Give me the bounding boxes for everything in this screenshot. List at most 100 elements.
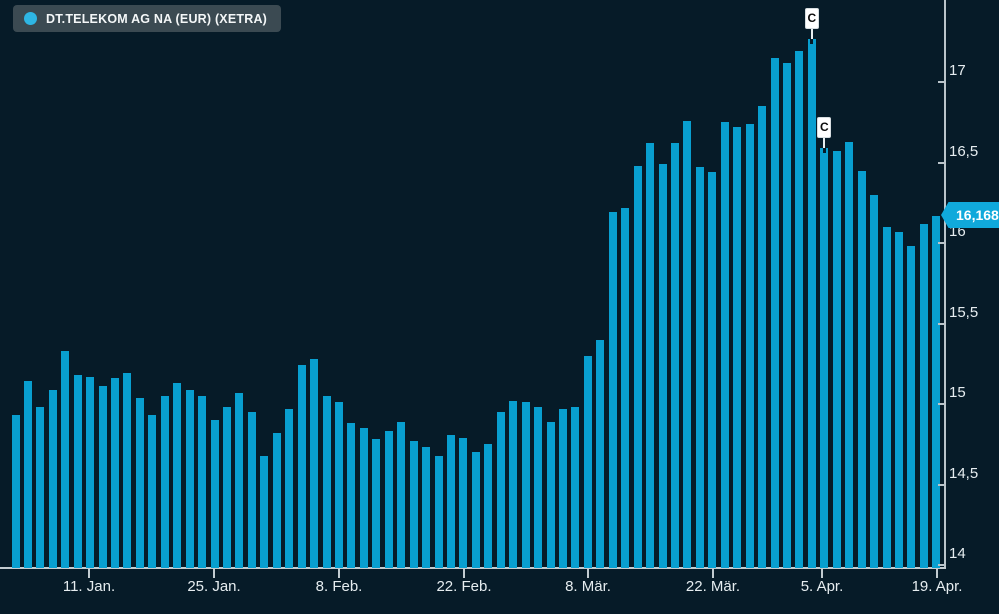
event-marker-anchor [810, 38, 814, 44]
price-bar[interactable] [658, 164, 667, 568]
price-bar[interactable] [285, 408, 294, 568]
x-tick [821, 569, 823, 578]
price-bar[interactable] [558, 408, 567, 568]
price-bar[interactable] [484, 444, 493, 568]
price-bar[interactable] [646, 143, 655, 568]
x-tick-label: 22. Feb. [436, 578, 492, 595]
price-bar[interactable] [335, 402, 344, 568]
price-bar[interactable] [807, 38, 816, 568]
price-bar[interactable] [782, 62, 791, 568]
price-bar[interactable] [111, 378, 120, 568]
price-bar[interactable] [135, 397, 144, 568]
x-tick-label: 8. Mär. [565, 578, 611, 595]
y-tick-label: 15,5 [949, 303, 979, 321]
x-tick-label: 11. Jan. [62, 578, 116, 595]
price-bar[interactable] [882, 226, 891, 568]
price-bar[interactable] [670, 143, 679, 568]
x-tick [936, 569, 938, 578]
price-bar[interactable] [733, 127, 742, 568]
x-tick-label: 8. Feb. [315, 578, 363, 595]
price-bar[interactable] [471, 452, 480, 568]
price-bar[interactable] [148, 415, 157, 568]
price-bar[interactable] [260, 455, 269, 568]
price-bar[interactable] [521, 402, 530, 568]
price-bar[interactable] [247, 412, 256, 568]
price-bar[interactable] [596, 339, 605, 568]
event-marker-anchor [822, 148, 826, 153]
price-bar[interactable] [235, 392, 244, 568]
x-tick [463, 569, 465, 578]
price-bar[interactable] [86, 376, 95, 568]
price-bar[interactable] [447, 434, 455, 568]
price-bar[interactable] [546, 421, 555, 568]
price-bar[interactable] [695, 167, 704, 568]
price-bar[interactable] [534, 407, 543, 568]
y-tick-label: 16,5 [949, 142, 979, 160]
price-bar[interactable] [621, 207, 630, 568]
price-bar[interactable] [198, 395, 207, 568]
event-marker[interactable]: C [804, 7, 819, 29]
price-bar[interactable] [633, 165, 642, 568]
price-bar[interactable] [23, 381, 32, 568]
price-bar[interactable] [608, 212, 617, 568]
price-bar[interactable] [384, 431, 393, 568]
price-bar[interactable] [210, 420, 219, 568]
event-marker-stem [810, 28, 813, 39]
price-bar[interactable] [409, 441, 418, 568]
price-bar[interactable] [297, 365, 306, 568]
price-bar[interactable] [845, 141, 854, 568]
price-bar[interactable] [795, 51, 804, 568]
price-bar[interactable] [770, 57, 779, 568]
price-bar[interactable] [347, 423, 356, 568]
price-bar[interactable] [907, 246, 916, 568]
price-bar[interactable] [397, 421, 406, 568]
price-bar[interactable] [496, 412, 505, 568]
price-bar[interactable] [509, 400, 518, 568]
price-bar[interactable] [61, 350, 70, 568]
price-bar[interactable] [708, 172, 717, 568]
price-bar[interactable] [223, 407, 232, 568]
x-tick [712, 569, 714, 578]
event-marker[interactable]: C [817, 117, 832, 138]
series-color-dot [24, 12, 37, 25]
series-legend[interactable]: DT.TELEKOM AG NA (EUR) (XETRA) [13, 5, 282, 32]
x-tick-label: 19. Apr. [911, 578, 963, 595]
price-bar[interactable] [36, 407, 45, 568]
price-bar[interactable] [160, 395, 169, 568]
price-bar[interactable] [894, 231, 903, 568]
price-bar[interactable] [583, 355, 592, 568]
price-bar[interactable] [359, 428, 368, 568]
price-bar[interactable] [832, 151, 841, 568]
price-bar[interactable] [820, 148, 829, 568]
series-legend-label: DT.TELEKOM AG NA (EUR) (XETRA) [46, 11, 268, 26]
price-bar[interactable] [758, 106, 767, 568]
price-bar[interactable] [372, 439, 381, 568]
price-bar[interactable] [571, 407, 580, 568]
price-bar[interactable] [919, 223, 928, 568]
price-bar[interactable] [98, 386, 107, 568]
price-bar[interactable] [459, 437, 468, 568]
price-bar[interactable] [123, 373, 132, 568]
price-bar[interactable] [272, 432, 281, 568]
y-tick [938, 322, 944, 325]
x-tick [338, 569, 340, 578]
price-bar[interactable] [11, 415, 20, 568]
price-bar[interactable] [870, 194, 879, 568]
y-tick-label: 14 [949, 545, 966, 562]
price-bar[interactable] [73, 375, 82, 568]
price-bar[interactable] [48, 389, 57, 568]
price-bar[interactable] [745, 123, 754, 568]
x-axis-line [0, 567, 946, 569]
price-bar[interactable] [185, 389, 194, 568]
price-bar[interactable] [932, 215, 941, 568]
price-bar[interactable] [434, 455, 443, 568]
price-bar[interactable] [720, 122, 729, 568]
price-bar[interactable] [322, 395, 331, 568]
x-tick-label: 22. Mär. [685, 578, 741, 595]
price-bar[interactable] [310, 358, 319, 568]
price-bar[interactable] [422, 447, 431, 568]
price-bar[interactable] [683, 120, 692, 568]
price-bar[interactable] [173, 383, 182, 568]
price-bar[interactable] [857, 170, 866, 568]
